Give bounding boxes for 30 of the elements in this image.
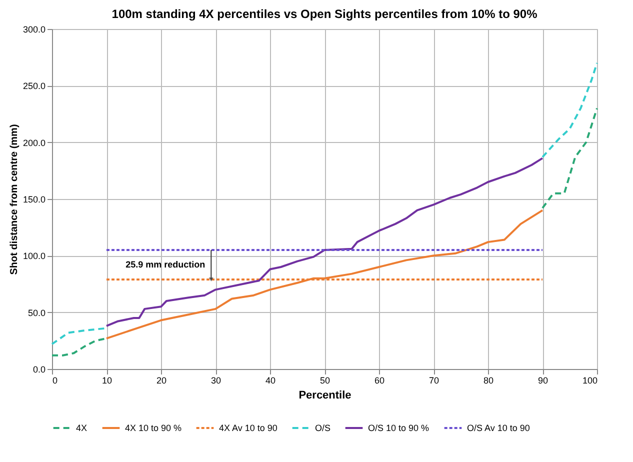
y-tick-label: 300.0: [22, 24, 46, 34]
line-series: [106, 209, 544, 340]
x-tick-label: 30: [210, 376, 222, 386]
x-tick-label: 10: [102, 376, 112, 386]
y-tick-label: 50.0: [28, 308, 46, 318]
annotation: 25.9 mm reduction: [126, 260, 206, 270]
x-tick-label: 40: [265, 376, 276, 386]
y-tick-label: 0.0: [32, 364, 46, 374]
line-series: [106, 157, 544, 327]
x-tick-label: 50: [320, 376, 330, 386]
legend-label: 4X Av 10 to 90: [219, 423, 278, 433]
y-tick-label: 100.0: [22, 251, 46, 262]
legend-label: O/S 10 to 90 %: [368, 423, 430, 433]
legend-label: O/S Av 10 to 90: [467, 423, 530, 433]
y-tick-label: 250.0: [22, 81, 46, 92]
legend-label: 4X: [76, 423, 88, 433]
y-tick-label: 150.0: [22, 194, 46, 204]
legend-label: 4X 10 to 90 %: [125, 423, 182, 433]
x-tick-label: 0: [52, 376, 58, 386]
x-tick-label: 70: [428, 376, 440, 386]
x-tick-label: 90: [538, 376, 548, 386]
y-axis-title: Shot distance from centre (mm): [8, 124, 20, 275]
legend-label: O/S: [315, 423, 331, 433]
x-axis-title: Percentile: [298, 390, 352, 402]
chart-title: 100m standing 4X percentiles vs Open Sights percentiles from 10% to 90%: [112, 7, 538, 21]
x-tick-label: 60: [374, 376, 385, 386]
x-tick-label: 100: [582, 376, 598, 386]
x-tick-label: 80: [483, 376, 494, 386]
x-tick-label: 20: [156, 376, 167, 386]
y-tick-label: 200.0: [22, 138, 46, 148]
